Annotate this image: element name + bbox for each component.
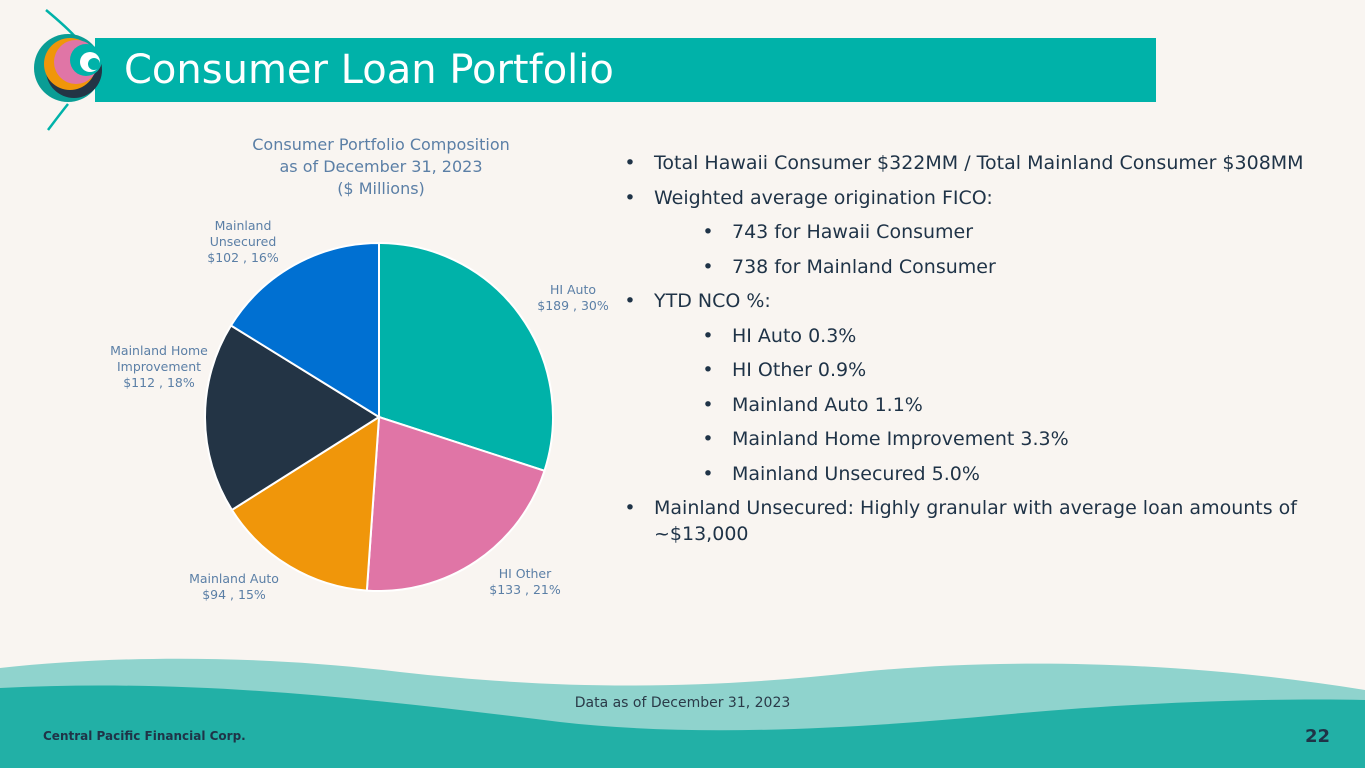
bullet-item: • Mainland Unsecured: Highly granular wit… [620, 495, 1340, 547]
slice-label-line: Mainland Home [110, 343, 208, 358]
slice-label-line: $94 , 15% [202, 587, 266, 602]
bullet-item: • YTD NCO %: [620, 288, 1340, 314]
slice-label-mainland-home-improvement: Mainland Home Improvement $112 , 18% [110, 343, 208, 391]
bullet-text: 743 for Hawaii Consumer [732, 221, 974, 243]
sub-bullet-item: • 743 for Hawaii Consumer [620, 219, 1340, 245]
bullet-text: YTD NCO %: [654, 290, 771, 312]
chart-title: Consumer Portfolio Composition as of Dec… [228, 134, 534, 200]
wave-dark [0, 685, 1365, 768]
chart-title-line: as of December 31, 2023 [279, 157, 483, 176]
sub-bullet-item: • 738 for Mainland Consumer [620, 254, 1340, 280]
bullet-text: Total Hawaii Consumer $322MM / Total Mai… [654, 152, 1304, 174]
bullet-dot: • [702, 324, 714, 347]
slice-label-line: $133 , 21% [489, 582, 561, 597]
slice-label-line: $112 , 18% [123, 375, 195, 390]
slice-label-line: $189 , 30% [537, 298, 609, 313]
bullet-text: Mainland Home Improvement 3.3% [732, 428, 1069, 450]
bullet-list: • Total Hawaii Consumer $322MM / Total Ma… [620, 150, 1340, 556]
slice-label-hi-other: HI Other $133 , 21% [489, 566, 561, 598]
chart-title-line: ($ Millions) [337, 179, 425, 198]
bullet-dot: • [702, 359, 714, 381]
sub-bullet-item: • HI Auto 0.3% [620, 323, 1340, 349]
sub-bullet-item: • Mainland Home Improvement 3.3% [620, 426, 1340, 452]
slice-label-mainland-unsecured: Mainland Unsecured $102 , 16% [207, 218, 279, 266]
slice-label-line: Mainland Auto [189, 571, 279, 586]
bullet-dot: • [702, 428, 714, 450]
bullet-text: HI Other 0.9% [732, 359, 867, 381]
bullet-dot: • [702, 255, 714, 278]
bullet-dot: • [702, 221, 714, 243]
footer-company-name: Central Pacific Financial Corp. [43, 729, 246, 743]
bullet-text: Weighted average origination FICO: [654, 186, 993, 209]
sub-bullet-item: • Mainland Auto 1.1% [620, 392, 1340, 418]
bullet-text: Mainland Unsecured 5.0% [732, 462, 980, 485]
title-bar [95, 38, 1156, 102]
bullet-dot: • [624, 186, 636, 209]
data-date-note: Data as of December 31, 2023 [574, 695, 791, 711]
bullet-text: Mainland Unsecured: Highly granular with… [654, 497, 1297, 545]
bullet-item: • Weighted average origination FICO: [620, 185, 1340, 211]
chart-title-line: Consumer Portfolio Composition [252, 135, 510, 154]
bullet-dot: • [702, 393, 714, 416]
slice-label-hi-auto: HI Auto $189 , 30% [537, 282, 609, 314]
slice-label-line: Unsecured [209, 234, 277, 249]
sub-bullet-item: • Mainland Unsecured 5.0% [620, 461, 1340, 487]
bullet-dot: • [702, 462, 714, 485]
sub-bullet-item: • HI Other 0.9% [620, 357, 1340, 383]
bullet-item: • Total Hawaii Consumer $322MM / Total Ma… [620, 150, 1340, 176]
slice-label-line: HI Auto [549, 282, 597, 297]
company-logo-icon [34, 9, 102, 131]
page-title: Consumer Loan Portfolio [124, 47, 614, 93]
bullet-dot: • [624, 290, 636, 312]
bullet-dot: • [624, 152, 636, 174]
bullet-dot: • [624, 497, 636, 519]
slice-label-line: HI Other [498, 566, 552, 581]
page-number: 22 [1304, 726, 1330, 747]
slice-label-line: Improvement [116, 359, 202, 374]
slice-label-line: Mainland [214, 218, 272, 233]
slice-label-line: $102 , 16% [207, 250, 279, 265]
bullet-text: HI Auto 0.3% [732, 324, 857, 347]
bullet-text: 738 for Mainland Consumer [732, 255, 996, 278]
bullet-text: Mainland Auto 1.1% [732, 393, 923, 416]
slice-label-mainland-auto: Mainland Auto $94 , 15% [189, 571, 279, 603]
